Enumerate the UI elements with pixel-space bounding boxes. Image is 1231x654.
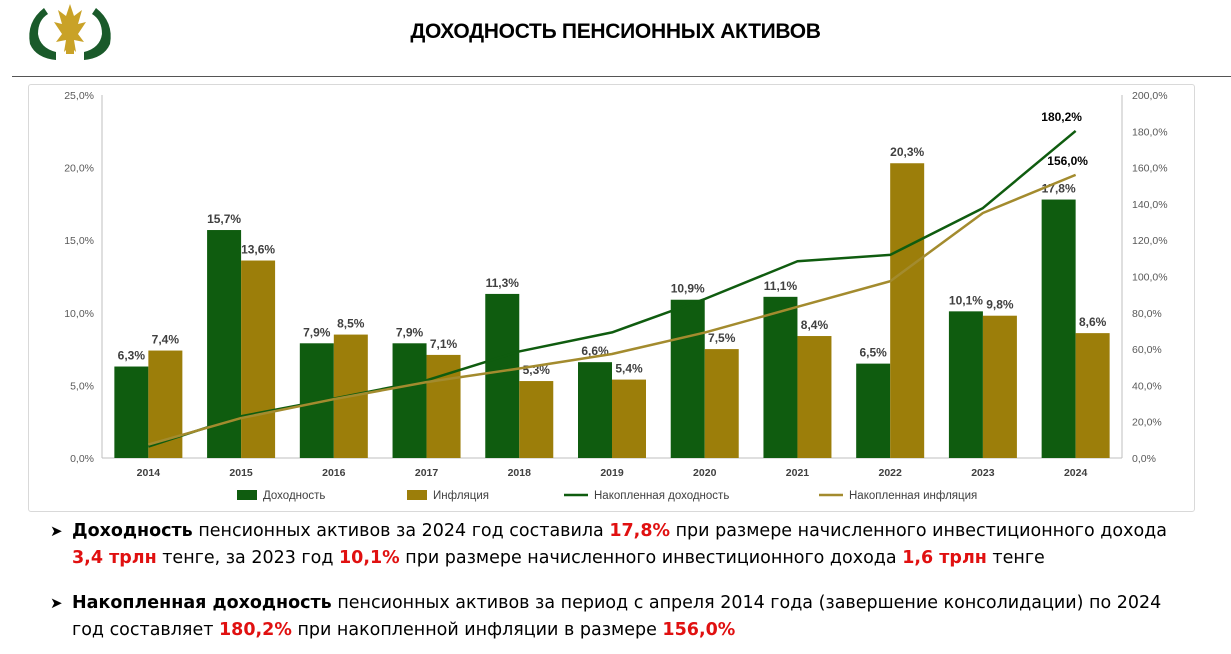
bullet-accumulated: ➤ Накопленная доходность пенсионных акти… [50,590,1180,644]
bar-data-label: 15,7% [207,212,241,226]
bar-data-label: 10,1% [949,293,983,307]
bullet-term: Накопленная доходность [72,593,332,613]
bar-yield [392,343,427,458]
bar-inflation [982,315,1017,458]
bullet-value: 17,8% [609,521,671,541]
bar-data-label: 6,5% [860,346,888,360]
y-right-tick-label: 20,0% [1132,417,1162,429]
bar-data-label: 7,9% [303,325,331,339]
bullet-text: при размере начисленного инвестиционного… [670,521,1167,541]
y-left-tick-label: 15,0% [64,235,94,247]
bar-yield [670,299,705,458]
bar-inflation [612,379,646,458]
bullet-value: 1,6 трлн [902,548,987,568]
bullet-text: при накопленной инфляции в размере [291,620,663,640]
bar-data-label: 8,4% [801,318,829,332]
page-title: ДОХОДНОСТЬ ПЕНСИОННЫХ АКТИВОВ [410,20,821,43]
bar-yield [1041,199,1076,458]
y-left-tick-label: 5,0% [70,380,94,392]
bar-yield [578,362,612,458]
bullet-text: пенсионных активов за 2024 год составила [192,521,610,541]
y-right-tick-label: 200,0% [1132,90,1168,102]
combo-chart: 0,0% 5,0% 10,0% 15,0% 20,0% 25,0% 0,0% 20,0% 40,… [64,90,1168,502]
bank-emblem-icon [29,4,111,60]
bar-data-label: 13,6% [241,243,275,257]
bullet-text: при размере начисленного инвестиционного… [399,548,903,568]
legend-swatch [237,490,257,500]
y-left-tick-label: 25,0% [64,90,94,102]
bullet-value: 180,2% [218,620,292,640]
arrow-bullet-icon: ➤ [50,594,63,612]
bar-yield [856,363,891,458]
y-right-tick-label: 60,0% [1132,344,1162,356]
y-right-tick-label: 140,0% [1132,199,1168,211]
bullet-text: тенге [986,548,1045,568]
legend-label: Накопленная инфляция [849,490,977,502]
bullet-value: 156,0% [662,620,736,640]
line-end-label: 156,0% [1047,154,1088,168]
x-tick-label: 2024 [1064,467,1088,479]
x-tick-label: 2023 [971,467,995,479]
bar-inflation [797,336,832,458]
bar-data-label: 5,4% [615,362,643,376]
line-end-label: 180,2% [1041,110,1082,124]
chart-frame: 0,0% 5,0% 10,0% 15,0% 20,0% 25,0% 0,0% 20,0% 40,… [28,84,1195,512]
bar-inflation [1075,333,1110,458]
legend-label: Инфляция [433,490,489,502]
bullet-text: пенсионных активов за период с апреля 20… [72,593,1162,640]
bar-data-label: 7,9% [396,325,424,339]
bar-inflation [519,381,554,458]
bar-data-label: 9,8% [986,298,1014,312]
y-right-tick-label: 160,0% [1132,163,1168,175]
bar-data-label: 8,5% [337,317,365,331]
bar-yield [763,296,798,458]
line-accumulated-inflation [148,173,1077,446]
y-right-tick-label: 40,0% [1132,380,1162,392]
bullet-value: 10,1% [338,548,400,568]
bar-inflation [704,349,739,458]
legend-label: Накопленная доходность [594,490,729,502]
legend-swatch [407,490,427,500]
arrow-bullet-icon: ➤ [50,522,63,540]
bar-data-label: 11,1% [764,279,798,293]
y-right-tick-label: 180,0% [1132,126,1168,138]
x-tick-label: 2022 [879,467,903,479]
bullet-yield: ➤ Доходность пенсионных активов за 2024 … [50,518,1180,572]
header-divider [12,76,1231,77]
bullet-term: Доходность [72,521,193,541]
bar-data-label: 20,3% [890,145,924,159]
x-tick-label: 2015 [229,467,253,479]
bar-inflation [890,163,925,458]
bar-data-label: 7,5% [708,331,736,345]
bar-inflation [241,260,276,458]
x-tick-label: 2016 [322,467,346,479]
y-right-tick-label: 0,0% [1132,453,1156,465]
x-tick-label: 2021 [786,467,810,479]
legend-label: Доходность [263,490,325,502]
y-left-tick-label: 0,0% [70,453,94,465]
x-tick-label: 2019 [600,467,624,479]
bar-data-label: 8,6% [1079,315,1107,329]
bar-yield [485,293,520,458]
y-right-tick-label: 80,0% [1132,308,1162,320]
y-right-tick-label: 100,0% [1132,272,1168,284]
y-right-tick-label: 120,0% [1132,235,1168,247]
x-tick-label: 2014 [137,467,161,479]
bar-yield [948,311,983,458]
bar-data-label: 17,8% [1042,182,1076,196]
bar-data-label: 10,9% [671,282,705,296]
bar-data-label: 11,3% [486,276,520,290]
bar-data-label: 7,1% [430,337,458,351]
bullet-text: тенге, за 2023 год [156,548,339,568]
x-tick-label: 2018 [508,467,532,479]
bar-data-label: 7,4% [152,333,180,347]
bar-yield [114,366,149,458]
y-left-tick-label: 10,0% [64,308,94,320]
x-tick-label: 2020 [693,467,717,479]
y-left-tick-label: 20,0% [64,163,94,175]
bar-data-label: 6,3% [118,349,146,363]
bullet-value: 3,4 трлн [72,548,157,568]
x-tick-label: 2017 [415,467,439,479]
